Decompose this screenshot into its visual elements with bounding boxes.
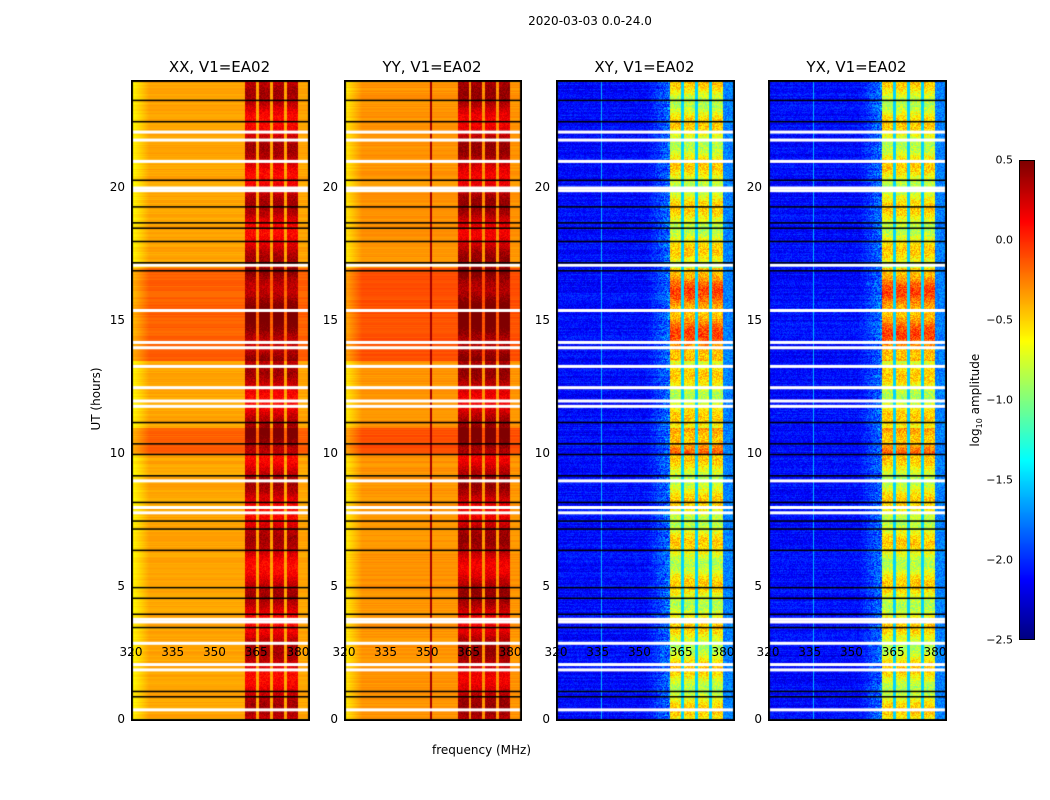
panel-title: YY, V1=EA02 xyxy=(382,58,482,76)
panel-xy: XY, V1=EA02 xyxy=(556,58,735,721)
panel-xx: XX, V1=EA02 xyxy=(131,58,310,721)
y-tick-label: 20 xyxy=(746,179,762,194)
y-tick-label: 10 xyxy=(746,445,762,460)
x-tick-label: 320 xyxy=(119,645,143,659)
x-tick-label: 380 xyxy=(286,645,310,659)
x-tick-label: 350 xyxy=(840,645,863,659)
panel-title: XX, V1=EA02 xyxy=(168,58,271,76)
y-tick-label: 10 xyxy=(322,445,338,460)
y-tick-label: 10 xyxy=(109,445,125,460)
colorbar-tick-label: −1.5 xyxy=(986,473,1013,487)
x-tick-label: 350 xyxy=(628,645,651,659)
y-tick-label: 20 xyxy=(109,179,125,194)
y-tick-label: 15 xyxy=(322,312,338,327)
heatmap-xx xyxy=(131,80,310,721)
panel-yx: YX, V1=EA02 xyxy=(768,58,947,721)
panel-title: XY, V1=EA02 xyxy=(594,58,695,76)
y-tick-label: 15 xyxy=(746,312,762,327)
y-tick-label: 15 xyxy=(534,312,550,327)
x-tick-label: 335 xyxy=(798,645,822,659)
x-tick-label: 365 xyxy=(457,645,480,659)
x-tick-label: 320 xyxy=(756,645,780,659)
x-tick-label: 365 xyxy=(881,645,905,659)
colorbar-tick-label: −2.5 xyxy=(986,633,1013,647)
y-tick-label: 0 xyxy=(542,712,550,726)
x-tick-label: 365 xyxy=(669,645,693,659)
y-tick-label: 10 xyxy=(534,445,550,460)
x-tick-label: 350 xyxy=(203,645,226,659)
colorbar-tick-label: 0.5 xyxy=(995,153,1014,167)
colorbar-tick-label: 0.0 xyxy=(995,233,1014,247)
x-tick-label: 380 xyxy=(923,645,947,659)
y-tick-label: 5 xyxy=(754,578,762,593)
y-tick-label: 15 xyxy=(109,312,125,327)
x-tick-label: 380 xyxy=(711,645,735,659)
x-tick-label: 365 xyxy=(244,645,268,659)
x-tick-label: 320 xyxy=(544,645,568,659)
x-axis-label: frequency (MHz) xyxy=(432,743,532,757)
heatmap-xy xyxy=(556,80,735,721)
heatmap-yy xyxy=(344,80,522,721)
x-tick-label: 380 xyxy=(498,645,522,659)
colorbar xyxy=(1019,160,1035,640)
x-tick-label: 335 xyxy=(161,645,185,659)
colorbar-label: log10 amplitude xyxy=(968,345,984,455)
y-tick-label: 0 xyxy=(330,712,338,726)
x-tick-label: 350 xyxy=(415,645,439,659)
colorbar-label-log: log xyxy=(967,428,982,447)
colorbar-label-sub: 10 xyxy=(975,418,985,429)
x-tick-label: 320 xyxy=(332,645,356,659)
y-tick-label: 20 xyxy=(534,179,550,194)
figure-title: 2020-03-03 0.0-24.0 xyxy=(528,14,652,28)
y-tick-label: 5 xyxy=(117,578,125,593)
heatmap-yx xyxy=(768,80,947,721)
y-axis-label: UT (hours) xyxy=(89,367,103,431)
y-tick-label: 0 xyxy=(754,712,762,726)
colorbar-label-rest: amplitude xyxy=(967,353,982,419)
y-tick-label: 5 xyxy=(542,578,550,593)
x-tick-label: 335 xyxy=(586,645,610,659)
panel-yy: YY, V1=EA02 xyxy=(344,58,522,721)
y-tick-label: 5 xyxy=(330,578,338,593)
colorbar-tick-label: −1.0 xyxy=(986,393,1013,407)
colorbar-tick-label: −2.0 xyxy=(986,553,1013,567)
panel-title: YX, V1=EA02 xyxy=(806,58,907,76)
y-tick-label: 0 xyxy=(117,712,125,726)
x-tick-label: 335 xyxy=(374,645,397,659)
colorbar-tick-label: −0.5 xyxy=(986,313,1013,327)
y-tick-label: 20 xyxy=(322,179,338,194)
